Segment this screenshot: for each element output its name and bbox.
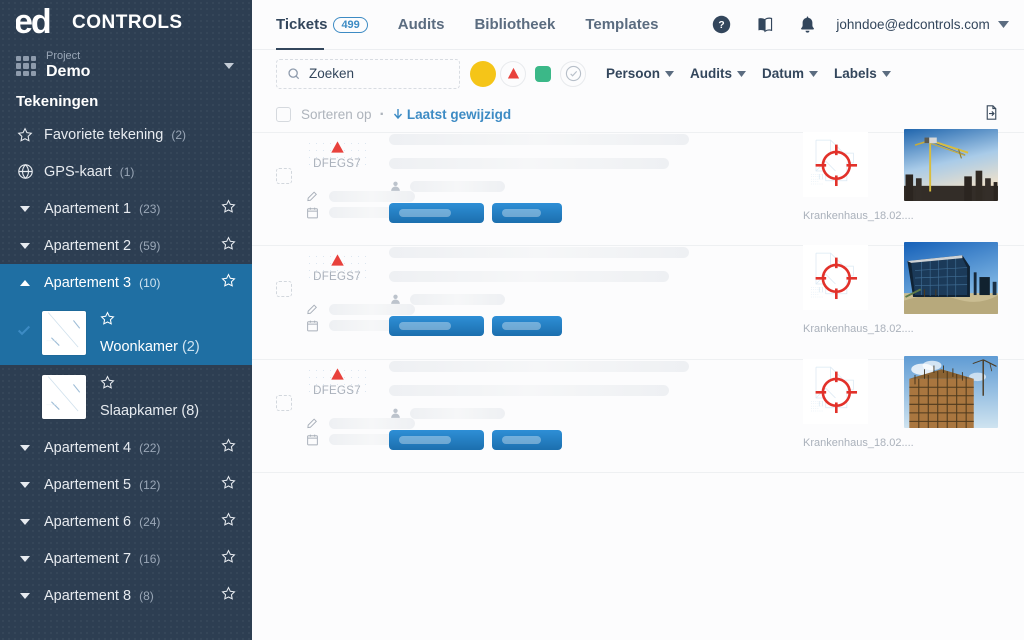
svg-text:?: ? xyxy=(719,20,725,31)
svg-text:ed: ed xyxy=(16,7,50,39)
